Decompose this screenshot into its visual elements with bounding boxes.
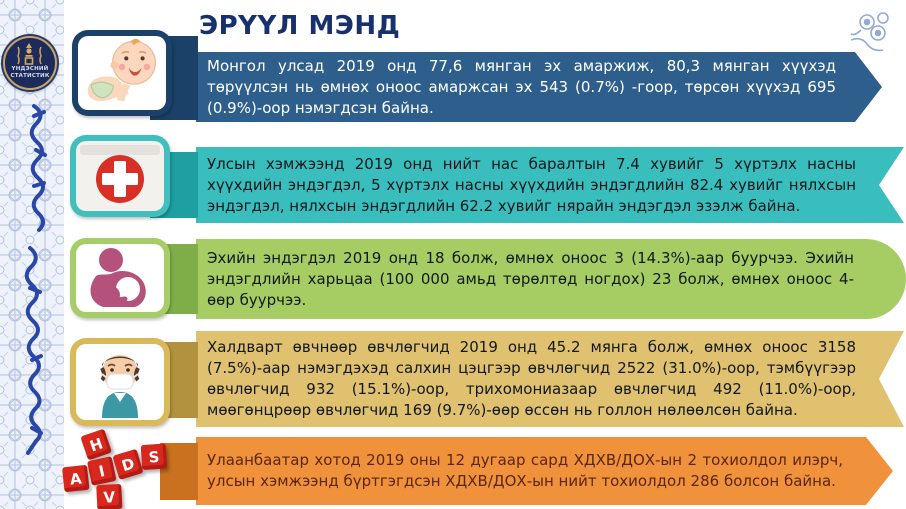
page-title: ЭРҮҮЛ МЭНД: [199, 11, 401, 41]
letter-cube-h: H: [80, 428, 113, 461]
letter-cube-s: S: [140, 443, 168, 471]
letter-cube-d: D: [112, 448, 144, 480]
banner-mortality: Улсын хэмжээнд 2019 онд нийт нас баралты…: [196, 147, 904, 223]
banner-births-text: Монгол улсад 2019 онд 77,6 мянган эх ама…: [207, 56, 836, 117]
banner-maternal: Эхийн эндэгдэл 2019 онд 18 болж, өмнөх о…: [196, 239, 906, 319]
tile-infectious: [70, 338, 170, 426]
ribbon-fold-hiv: [160, 443, 198, 500]
mother-nursing-icon: [76, 244, 164, 312]
banner-births: Монгол улсад 2019 онд 77,6 мянган эх ама…: [196, 52, 882, 122]
banner-mortality-text: Улсын хэмжээнд 2019 онд нийт нас баралты…: [207, 154, 856, 215]
hiv-aids-blocks-icon: H I V A D S: [55, 417, 181, 509]
banner-hiv: Улаанбаатар хотод 2019 оны 12 дугаар сар…: [196, 437, 893, 505]
letter-cube-a: A: [62, 464, 90, 493]
logo-text-line1: ҮНДЭСНИЙ: [11, 66, 49, 72]
banner-infectious-text: Халдварт өвчнөөр өвчлөгчид 2019 онд 45.2…: [207, 338, 856, 419]
medical-cross-icon: [76, 141, 164, 211]
banner-infectious: Халдварт өвчнөөр өвчлөгчид 2019 онд 45.2…: [196, 331, 904, 427]
banner-hiv-text: Улаанбаатар хотод 2019 оны 12 дугаар сар…: [207, 451, 843, 490]
nso-logo: ҮНДЭСНИЙ СТАТИСТИК: [3, 36, 57, 90]
letter-cube-v: V: [96, 483, 123, 509]
tile-mortality: [70, 135, 170, 217]
banner-maternal-text: Эхийн эндэгдэл 2019 онд 18 болж, өмнөх о…: [207, 248, 854, 309]
tile-maternal: [70, 238, 170, 318]
letter-cube-i: I: [86, 456, 117, 486]
soyombo-icon: [17, 43, 42, 65]
mongolian-script-ornament: [24, 104, 47, 455]
boy-face-mask-icon: [76, 344, 164, 420]
tile-births: [72, 30, 172, 116]
baby-crawling-icon: [78, 36, 166, 110]
corner-ornament: [850, 12, 889, 52]
logo-text-line2: СТАТИСТИК: [10, 72, 50, 79]
